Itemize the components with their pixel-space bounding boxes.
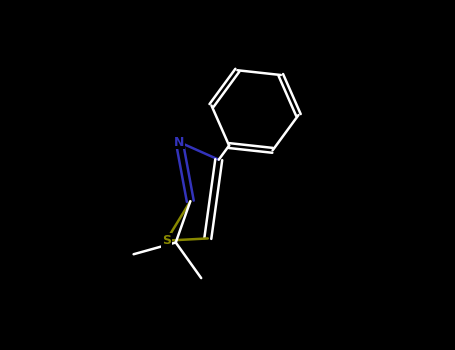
Text: N: N	[174, 136, 185, 149]
Text: S: S	[162, 234, 171, 247]
